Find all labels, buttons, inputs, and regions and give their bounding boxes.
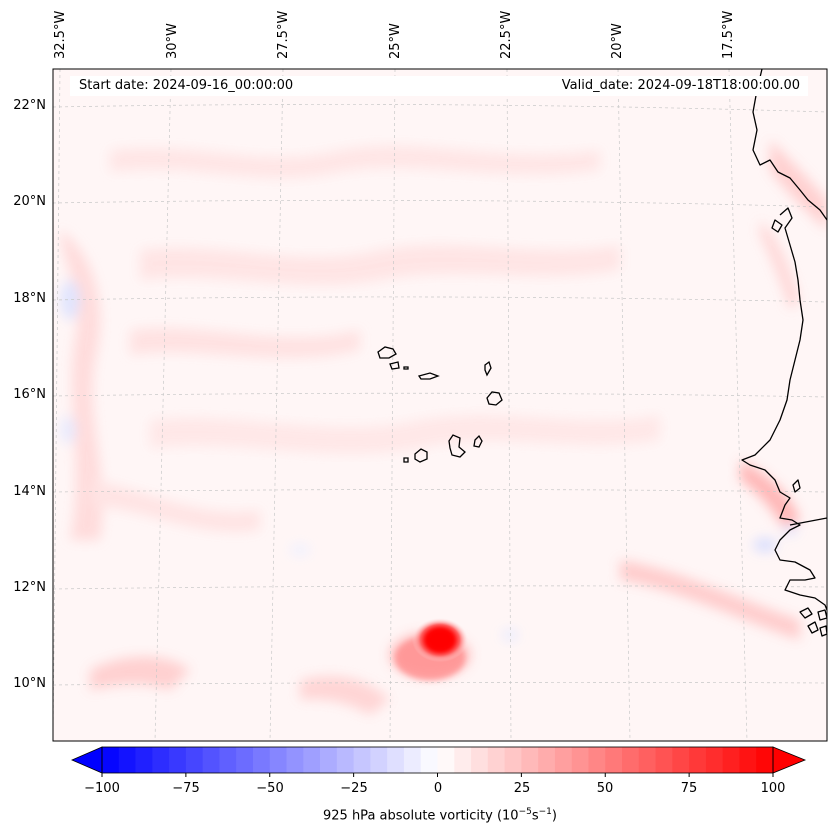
colorbar-cell [638, 747, 656, 773]
colorbar-extend-max [772, 746, 807, 774]
colorbar-cell [722, 747, 740, 773]
colorbar-tick-label: 100 [760, 781, 786, 796]
colorbar-cell [605, 747, 623, 773]
colorbar-cell [756, 747, 774, 773]
colorbar-cell [403, 747, 422, 773]
colorbar-cell [521, 747, 539, 773]
colorbar-cell [219, 747, 237, 773]
lat-label: 12°N [13, 580, 46, 595]
african-coastline [741, 69, 827, 637]
colorbar-label: 925 hPa absolute vorticity (10−5s−1) [240, 807, 640, 823]
lat-label: 20°N [13, 194, 46, 209]
colorbar-cell [387, 747, 405, 773]
colorbar-tick-label: 0 [433, 781, 443, 796]
colorbar-tick-label: 50 [596, 781, 614, 796]
colorbar-tick-label: −75 [172, 781, 200, 796]
colorbar-tick-label: 75 [680, 781, 698, 796]
graticule [53, 69, 827, 741]
colorbar-extend-min [70, 746, 103, 774]
colorbar-label-exp1: −5 [518, 807, 532, 817]
colorbar-cell [118, 747, 136, 773]
colorbar-cell [152, 747, 170, 773]
colorbar [70, 746, 807, 777]
colorbar-tick-label: −50 [256, 781, 284, 796]
colorbar-cell [739, 747, 757, 773]
colorbar-cell [236, 747, 254, 773]
colorbar-cell [487, 747, 505, 773]
colorbar-cell [622, 747, 640, 773]
valid-date: Valid_date: 2024-09-18T18:00:00.00 [561, 78, 800, 93]
colorbar-cell [437, 747, 455, 773]
colorbar-cell [353, 747, 371, 773]
colorbar-cell [420, 747, 438, 773]
colorbar-tick-label: 25 [513, 781, 531, 796]
colorbar-cell [689, 747, 707, 773]
colorbar-cell [554, 747, 573, 773]
colorbar-label-exp2: −1 [538, 807, 552, 817]
colorbar-cell [336, 747, 355, 773]
colorbar-tick-label: −25 [340, 781, 368, 796]
lat-label: 18°N [13, 291, 46, 306]
cabo-verde-islands [377, 346, 503, 463]
colorbar-cell [571, 747, 589, 773]
colorbar-cell [471, 747, 489, 773]
colorbar-cell [169, 747, 187, 773]
lat-label: 22°N [13, 98, 46, 113]
colorbar-label-prefix: 925 hPa absolute vorticity (10 [323, 808, 519, 824]
colorbar-cell [504, 747, 522, 773]
lat-label: 10°N [13, 676, 46, 691]
colorbar-cell [102, 747, 120, 773]
colorbar-cell [655, 747, 673, 773]
colorbar-cell [320, 747, 338, 773]
colorbar-cell [135, 747, 153, 773]
colorbar-label-suffix: ) [551, 808, 557, 824]
colorbar-cell [454, 747, 472, 773]
lat-label: 14°N [13, 484, 46, 499]
lat-label: 16°N [13, 387, 46, 402]
colorbar-cell [588, 747, 606, 773]
start-date: Start date: 2024-09-16_00:00:00 [79, 78, 294, 93]
colorbar-cell [202, 747, 220, 773]
colorbar-cell [303, 747, 321, 773]
colorbar-label-mid: s [531, 808, 539, 824]
colorbar-tick-label: −100 [84, 781, 120, 796]
colorbar-cell [672, 747, 690, 773]
colorbar-cell [370, 747, 388, 773]
map-border [52, 68, 828, 742]
vorticity-maximum [395, 618, 468, 680]
colorbar-cell [269, 747, 287, 773]
colorbar-cell [286, 747, 304, 773]
header-box [70, 76, 808, 96]
colorbar-cell [538, 747, 556, 773]
colorbar-cell [185, 747, 204, 773]
colorbar-cell [252, 747, 271, 773]
colorbar-cell [705, 747, 724, 773]
